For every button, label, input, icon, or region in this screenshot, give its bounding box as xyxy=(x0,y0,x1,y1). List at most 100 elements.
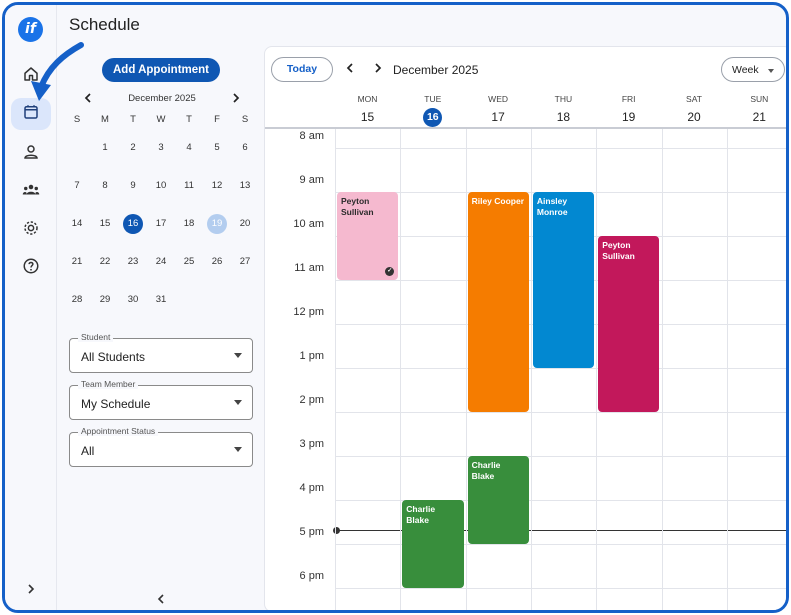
appointment-event[interactable]: Riley Cooper xyxy=(467,192,529,412)
hour-label: 12 pm xyxy=(293,306,324,318)
day-header-sat[interactable]: SAT 20 xyxy=(662,94,727,127)
chevron-right-icon xyxy=(26,581,36,599)
mini-prev-month-button[interactable] xyxy=(80,91,96,107)
collapse-panel-button[interactable] xyxy=(154,593,168,607)
chevron-right-icon xyxy=(231,90,241,108)
view-select[interactable]: Week xyxy=(721,57,785,82)
mini-day-20[interactable]: 20 xyxy=(231,214,259,252)
caret-down-icon xyxy=(768,69,774,73)
mini-day-21[interactable]: 21 xyxy=(63,252,91,290)
week-row: 28 29 30 31 xyxy=(63,290,259,328)
app-logo[interactable]: if xyxy=(18,17,43,42)
weekday-label: T xyxy=(130,114,136,125)
mini-day-7[interactable]: 7 xyxy=(63,176,91,214)
team-member-filter[interactable]: Team Member My Schedule xyxy=(69,379,253,420)
appointment-status-filter[interactable]: Appointment Status All xyxy=(69,426,253,467)
hour-label: 8 am xyxy=(299,130,324,142)
appointment-status-filter-label: Appointment Status xyxy=(78,426,159,436)
appointment-event[interactable]: Peyton Sullivan xyxy=(598,236,660,412)
mini-day-6[interactable]: 6 xyxy=(231,138,259,176)
mini-day-8[interactable]: 8 xyxy=(91,176,119,214)
current-time-line xyxy=(335,529,786,531)
mini-day-25[interactable]: 25 xyxy=(175,252,203,290)
next-week-button[interactable] xyxy=(370,61,386,77)
nav-settings[interactable] xyxy=(11,214,51,246)
mini-day-5[interactable]: 5 xyxy=(203,138,231,176)
mini-day-label: 13 xyxy=(239,180,251,191)
mini-day-30[interactable]: 30 xyxy=(119,290,147,328)
home-icon xyxy=(22,65,40,88)
mini-day-13[interactable]: 13 xyxy=(231,176,259,214)
day-number-label: 20 xyxy=(687,110,701,124)
day-header-thu[interactable]: THU 18 xyxy=(531,94,596,127)
nav-team[interactable] xyxy=(11,176,51,208)
appointment-title: Riley Cooper xyxy=(471,196,525,206)
mini-next-month-button[interactable] xyxy=(228,91,244,107)
mini-day-22[interactable]: 22 xyxy=(91,252,119,290)
mini-day-label: 27 xyxy=(239,256,251,267)
student-filter[interactable]: Student All Students xyxy=(69,332,253,373)
mini-day-label: 17 xyxy=(155,218,167,229)
mini-calendar-grid: S M T W T F S 1 2 3 4 5 6 7 8 9 10 11 12 13 14 15 16 17 18 19 20 21… xyxy=(63,110,259,328)
mini-day-26[interactable]: 26 xyxy=(203,252,231,290)
mini-day-3[interactable]: 3 xyxy=(147,138,175,176)
mini-day-29[interactable]: 29 xyxy=(91,290,119,328)
hour-label: 9 am xyxy=(299,174,324,186)
prev-week-button[interactable] xyxy=(342,61,358,77)
weekday-label: M xyxy=(101,114,109,125)
mini-day-10[interactable]: 10 xyxy=(147,176,175,214)
rail-expand-button[interactable] xyxy=(21,580,41,600)
day-of-week-label: SUN xyxy=(750,94,769,104)
mini-day-label: 9 xyxy=(130,180,136,191)
appointment-title: Charlie Blake xyxy=(406,504,436,525)
nav-students[interactable] xyxy=(11,138,51,170)
mini-day-4[interactable]: 4 xyxy=(175,138,203,176)
mini-day-27[interactable]: 27 xyxy=(231,252,259,290)
mini-day-19[interactable]: 19 xyxy=(203,214,231,252)
appointment-event[interactable]: Peyton Sullivan ✓ xyxy=(337,192,399,280)
mini-day-1[interactable]: 1 xyxy=(91,138,119,176)
mini-day-28[interactable]: 28 xyxy=(63,290,91,328)
appointment-event[interactable]: Ainsley Monroe xyxy=(532,192,595,368)
mini-day-18[interactable]: 18 xyxy=(175,214,203,252)
mini-day-12[interactable]: 12 xyxy=(203,176,231,214)
appointment-event[interactable]: Charlie Blake xyxy=(402,500,464,588)
day-number-label: 18 xyxy=(556,110,571,124)
nav-help[interactable] xyxy=(11,252,51,284)
mini-day-23[interactable]: 23 xyxy=(119,252,147,290)
mini-day-label: 8 xyxy=(102,180,108,191)
day-header-mon[interactable]: MON 15 xyxy=(335,94,400,127)
mini-day-label: 15 xyxy=(99,218,111,229)
mini-day-16[interactable]: 16 xyxy=(119,214,147,252)
nav-home[interactable] xyxy=(11,60,51,92)
day-column-divider xyxy=(596,129,598,610)
caret-down-icon xyxy=(234,353,242,358)
today-button[interactable]: Today xyxy=(271,57,333,82)
mini-day-15[interactable]: 15 xyxy=(91,214,119,252)
caret-down-icon xyxy=(234,447,242,452)
day-header-tue[interactable]: TUE 16 xyxy=(400,94,465,127)
mini-day-label: 16 xyxy=(123,214,143,234)
day-header-sun[interactable]: SUN 21 xyxy=(727,94,786,127)
chevron-left-icon xyxy=(345,60,355,78)
mini-day-11[interactable]: 11 xyxy=(175,176,203,214)
nav-schedule[interactable] xyxy=(11,98,51,130)
mini-day-2[interactable]: 2 xyxy=(119,138,147,176)
current-time-dot xyxy=(333,526,340,534)
day-header-wed[interactable]: WED 17 xyxy=(466,94,531,127)
chevron-right-icon xyxy=(373,60,383,78)
appointment-event[interactable]: Charlie Blake xyxy=(467,456,529,544)
add-appointment-button[interactable]: Add Appointment xyxy=(102,58,220,82)
day-header-fri[interactable]: FRI 19 xyxy=(596,94,661,127)
week-row: 7 8 9 10 11 12 13 xyxy=(63,176,259,214)
mini-day-31[interactable]: 31 xyxy=(147,290,175,328)
header-divider xyxy=(265,127,786,129)
mini-day-9[interactable]: 9 xyxy=(119,176,147,214)
hour-gridline xyxy=(335,412,786,413)
nav-rail: if xyxy=(5,5,57,610)
mini-day-14[interactable]: 14 xyxy=(63,214,91,252)
mini-day-17[interactable]: 17 xyxy=(147,214,175,252)
team-member-filter-label: Team Member xyxy=(78,379,139,389)
mini-day-24[interactable]: 24 xyxy=(147,252,175,290)
